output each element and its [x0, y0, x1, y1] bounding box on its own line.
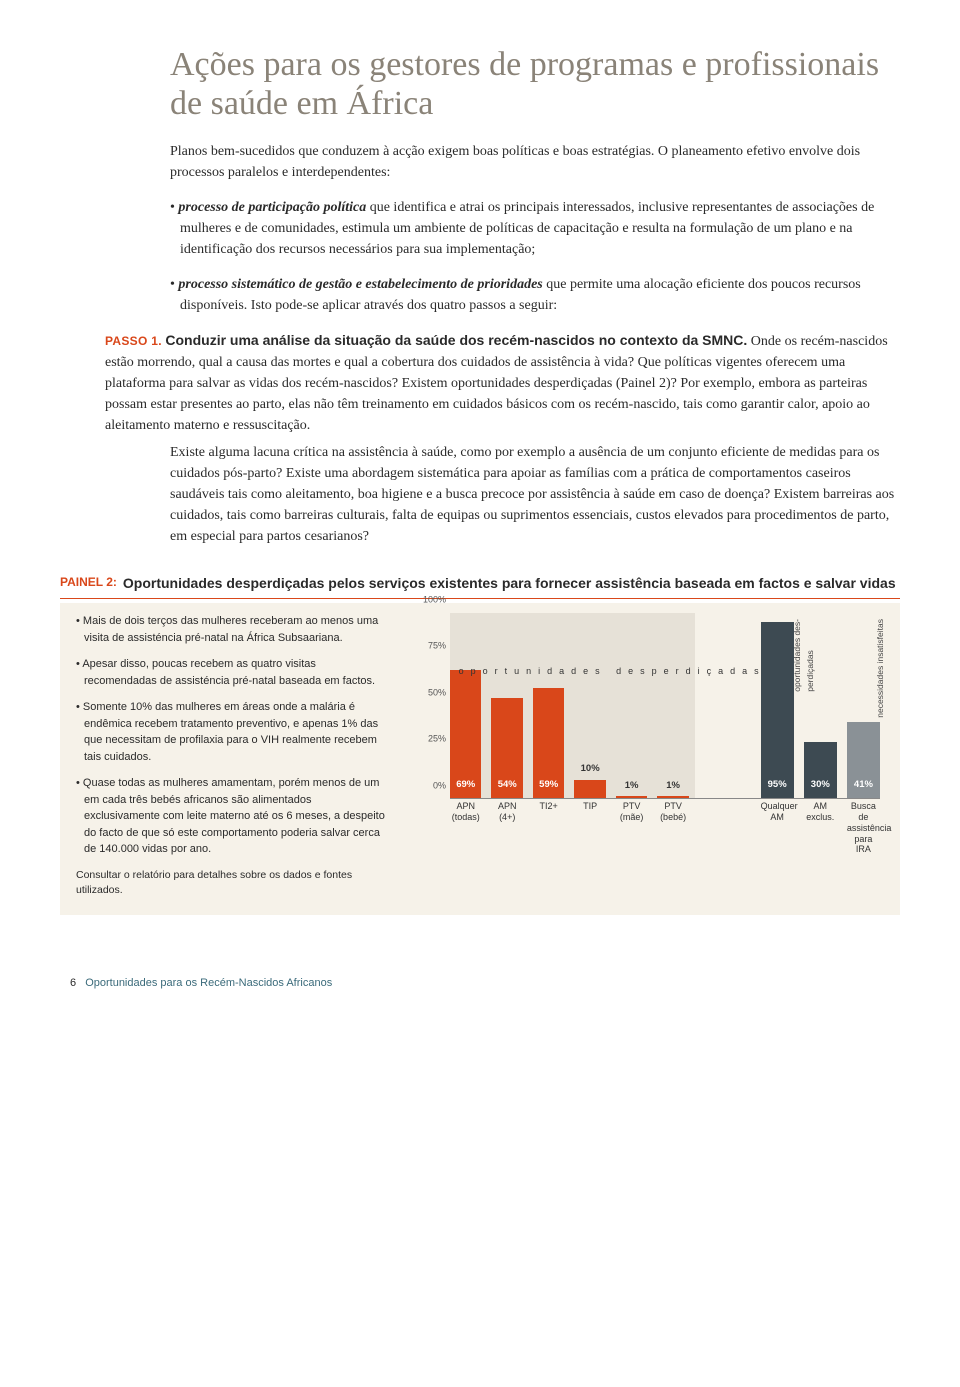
- passo-label: PASSO 1.: [105, 334, 162, 348]
- bar-x-label: TI2+: [533, 798, 564, 812]
- chart-bar: 69%APN(todas): [450, 670, 481, 798]
- bullet-2-lead: processo sistemático de gestão e estabel…: [178, 277, 542, 292]
- bar-value-label: 69%: [450, 778, 481, 792]
- bar-value-label: 95%: [761, 778, 794, 792]
- panel-note-item: Mais de dois terços das mulheres receber…: [76, 613, 390, 646]
- bar-x-label: APN(todas): [450, 798, 481, 823]
- page-footer: 6 Oportunidades para os Recém-Nascidos A…: [60, 975, 900, 992]
- passo-body-2: Existe alguma lacuna crítica na assistên…: [170, 442, 900, 547]
- bullet-1: • processo de participação política que …: [170, 197, 900, 260]
- bar-x-label: AM exclus.: [804, 798, 837, 823]
- panel-footnote: Consultar o relatório para detalhes sobr…: [76, 868, 390, 900]
- panel-body: Mais de dois terços das mulheres receber…: [60, 603, 900, 915]
- opportunities-chart: 0%25%50%75%100% 69%APN(todas)54%APN(4+)5…: [416, 613, 890, 899]
- bar-x-label: Qualquer AM: [761, 798, 794, 823]
- bullet-1-lead: processo de participação política: [178, 200, 366, 215]
- bar-value-label: 54%: [491, 778, 522, 792]
- chart-bar: 41%Busca deassistênciapara IRA: [847, 722, 880, 798]
- bar-value-label: 1%: [616, 779, 647, 793]
- y-tick: 25%: [428, 732, 446, 746]
- panel-label: PAINEL 2:: [60, 573, 117, 591]
- panel-note-item: Quase todas as mulheres amamentam, porém…: [76, 775, 390, 858]
- bar-value-label: 41%: [847, 778, 880, 792]
- chart-bar: 59%TI2+: [533, 688, 564, 798]
- bar-value-label: 1%: [657, 779, 688, 793]
- passo-title: Conduzir uma análise da situação da saúd…: [165, 332, 747, 348]
- footer-text: Oportunidades para os Recém-Nascidos Afr…: [85, 977, 332, 989]
- chart-bar: 1%PTV(bebé): [657, 796, 688, 798]
- panel-note-item: Somente 10% das mulheres em áreas onde a…: [76, 699, 390, 765]
- y-tick: 0%: [433, 779, 446, 793]
- chart-bar: 95%Qualquer AM: [761, 622, 794, 799]
- chart-side-label-2: necessidades insatisfeitas: [874, 619, 887, 718]
- chart-bar: 10%TIP: [574, 780, 605, 799]
- panel-header: PAINEL 2: Oportunidades desperdiçadas pe…: [60, 573, 900, 599]
- panel-note-item: Apesar disso, poucas recebem as quatro v…: [76, 656, 390, 689]
- passo-body-1-inline: Onde os recém-nascidos estão morrendo, q…: [105, 334, 888, 433]
- y-tick: 50%: [428, 686, 446, 700]
- panel-title: Oportunidades desperdiçadas pelos serviç…: [123, 573, 896, 594]
- y-tick: 100%: [423, 593, 446, 607]
- y-tick: 75%: [428, 639, 446, 653]
- bar-x-label: PTV(mãe): [616, 798, 647, 823]
- bar-x-label: APN(4+): [491, 798, 522, 823]
- bar-x-label: PTV(bebé): [657, 798, 688, 823]
- bar-value-label: 30%: [804, 778, 837, 792]
- bar-value-label: 10%: [574, 762, 605, 776]
- page-title: Ações para os gestores de programas e pr…: [170, 45, 900, 123]
- bar-x-label: Busca deassistênciapara IRA: [847, 798, 880, 855]
- panel-notes: Mais de dois terços das mulheres receber…: [70, 613, 390, 899]
- chart-bar: 30%AM exclus.: [804, 742, 837, 798]
- bullet-2: • processo sistemático de gestão e estab…: [170, 274, 900, 316]
- chart-overlay-label: oportunidades desperdiçadas: [459, 665, 766, 679]
- bar-x-label: TIP: [574, 798, 605, 812]
- chart-bar: 54%APN(4+): [491, 698, 522, 798]
- intro-paragraph: Planos bem-sucedidos que conduzem à acçã…: [170, 141, 900, 183]
- page-number: 6: [70, 977, 76, 989]
- chart-bar: 1%PTV(mãe): [616, 796, 647, 798]
- chart-side-label-1: oportunidades des-perdiçadas: [791, 619, 817, 692]
- bar-value-label: 59%: [533, 778, 564, 792]
- passo-1: PASSO 1. Conduzir uma análise da situaçã…: [105, 330, 900, 547]
